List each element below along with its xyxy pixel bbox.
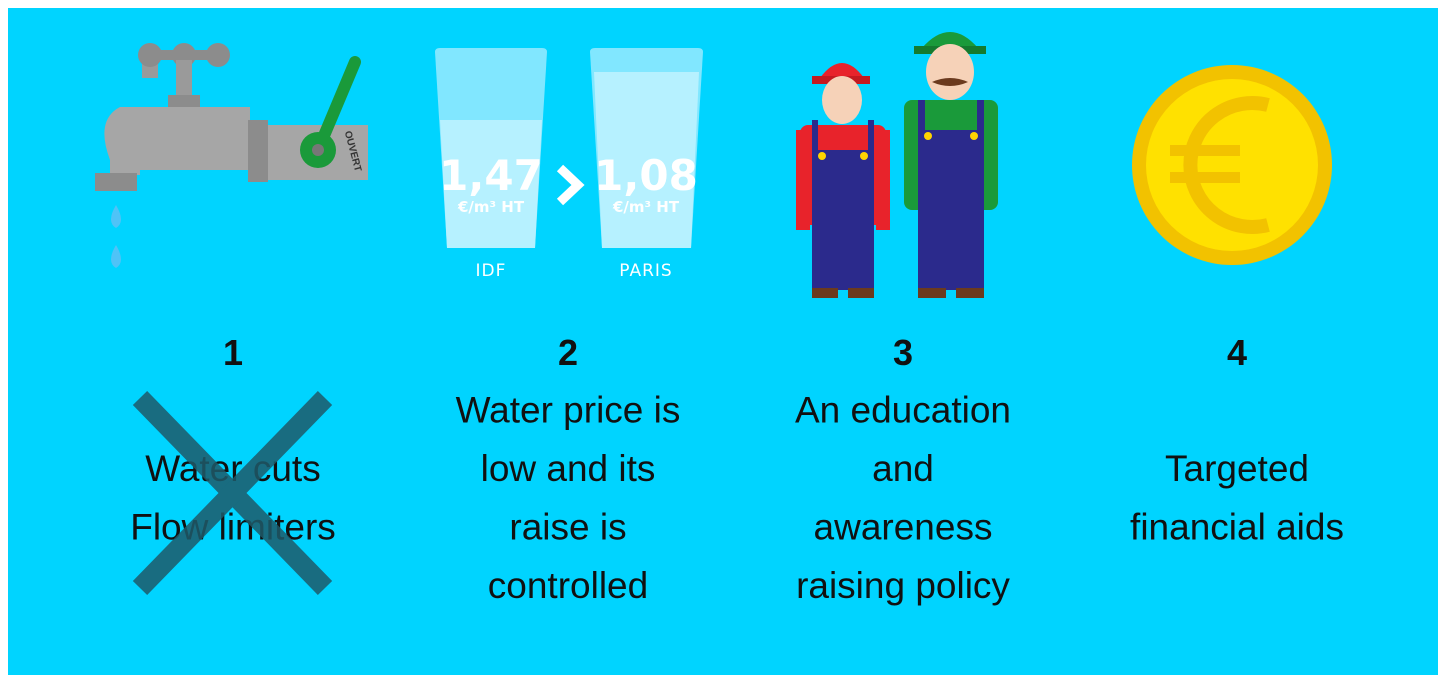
coin-icon [1132,65,1332,265]
item-text: Flow limiters [130,506,336,547]
glass-price: 1,47 [439,151,543,200]
item-text: awareness [814,506,993,547]
item-text: Targeted [1165,448,1309,489]
item-text: An education [795,389,1011,430]
item-text: raise is [509,506,626,547]
item-text: low and its [481,448,656,489]
glass-region: PARIS [619,261,672,281]
glass-unit: €/m³ HT [612,198,680,216]
glass-region: IDF [476,261,507,281]
infographic: OUVERT 1,47 €/m³ HT IDF 1,08 €/m³ HT PAR… [0,0,1444,683]
item-number: 3 [893,332,913,373]
item-text: Water price is [456,389,681,430]
item-number: 4 [1227,332,1247,373]
item-text: raising policy [796,565,1010,606]
item-text: controlled [488,565,648,606]
item-number: 1 [223,332,243,373]
glass-unit: €/m³ HT [457,198,525,216]
item-text: financial aids [1130,506,1344,547]
item-text: and [872,448,934,489]
glass-price: 1,08 [594,151,698,200]
item-number: 2 [558,332,578,373]
